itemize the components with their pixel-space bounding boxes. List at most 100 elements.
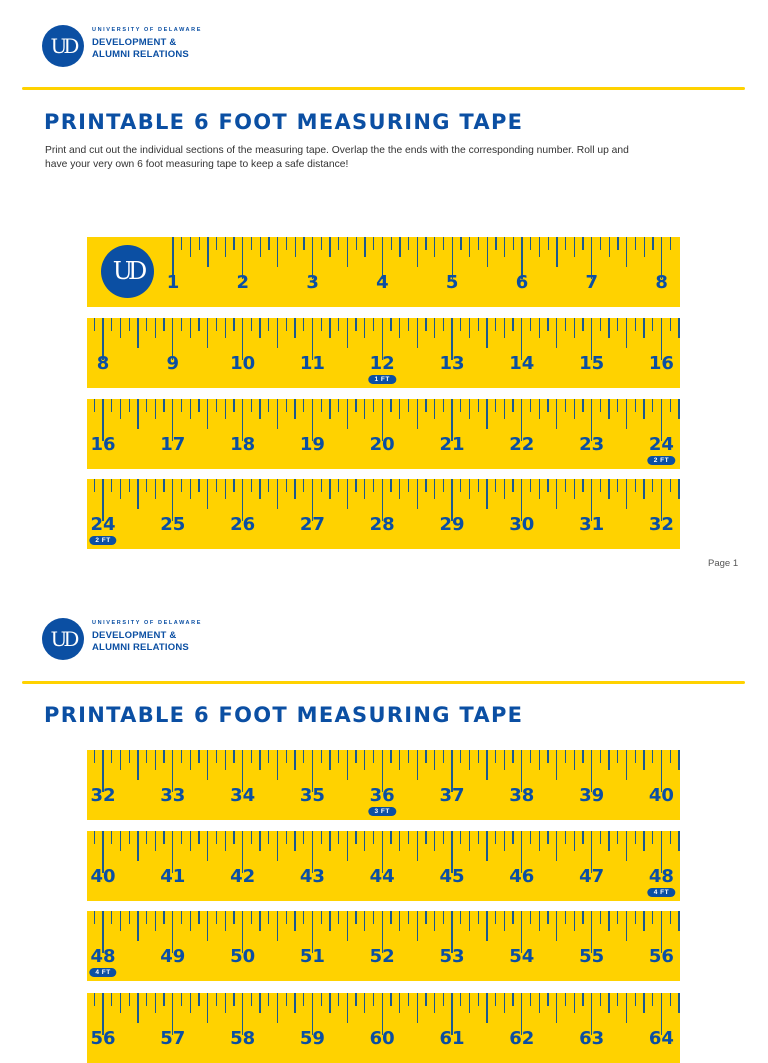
tick-mark xyxy=(128,993,130,1006)
tick-mark xyxy=(617,750,619,763)
tick-mark xyxy=(137,399,139,429)
tick-mark xyxy=(311,399,314,441)
tick-mark xyxy=(573,237,576,257)
tick-mark xyxy=(468,318,471,338)
tick-mark xyxy=(268,750,270,763)
tick-mark xyxy=(486,993,488,1023)
tick-mark xyxy=(433,750,436,770)
tick-mark xyxy=(373,237,375,250)
tick-mark xyxy=(660,399,663,441)
tick-mark xyxy=(564,479,567,492)
inch-label: 43 xyxy=(299,866,325,887)
tick-mark xyxy=(294,479,296,499)
tick-mark xyxy=(137,911,139,941)
instructions-text: Print and cut out the individual section… xyxy=(45,145,629,170)
tick-mark xyxy=(460,993,462,1006)
tick-mark xyxy=(119,399,122,419)
tick-mark xyxy=(337,831,340,844)
inch-label: 32 xyxy=(648,514,674,535)
tick-mark xyxy=(172,993,174,1035)
tick-mark xyxy=(416,831,418,861)
tick-mark xyxy=(442,399,444,412)
tape-section-24-32: 24 25 26 27 28 29 30 31 32 2 FT xyxy=(87,479,680,549)
inch-label: 55 xyxy=(579,946,605,967)
tick-mark xyxy=(172,479,174,521)
tick-mark xyxy=(556,318,558,348)
page-title: PRINTABLE 6 FOOT MEASURING TAPE xyxy=(44,703,524,727)
tick-mark xyxy=(276,831,279,861)
tick-mark xyxy=(495,237,497,250)
tick-mark xyxy=(556,993,558,1023)
inch-label: 42 xyxy=(230,866,256,887)
tick-mark xyxy=(582,993,584,1006)
tick-mark xyxy=(303,399,305,412)
tick-mark xyxy=(268,831,270,844)
tick-mark xyxy=(381,993,383,1035)
tick-mark xyxy=(652,479,654,492)
inch-label: 58 xyxy=(230,1028,256,1049)
tick-mark xyxy=(433,399,436,419)
tick-mark xyxy=(678,479,680,499)
tick-mark xyxy=(669,993,671,1006)
inch-label: 50 xyxy=(230,946,256,967)
tick-mark xyxy=(154,911,157,931)
tick-mark xyxy=(390,831,392,844)
tick-mark xyxy=(259,318,261,338)
inch-label: 23 xyxy=(579,434,605,455)
tick-mark xyxy=(434,237,436,257)
tick-mark xyxy=(198,237,200,250)
tick-mark xyxy=(608,831,610,851)
tick-mark xyxy=(547,479,549,492)
logo-university: UNIVERSITY OF DELAWARE xyxy=(92,27,202,33)
tick-mark xyxy=(294,399,296,419)
tick-mark xyxy=(172,318,174,360)
foot-marker-badge: 3 FT xyxy=(368,807,396,816)
tick-mark xyxy=(294,750,296,770)
tick-mark xyxy=(564,399,567,412)
inch-label: 4 xyxy=(376,272,389,293)
tick-mark xyxy=(146,479,148,492)
tick-mark xyxy=(180,831,183,844)
tick-mark xyxy=(119,831,122,851)
tick-mark xyxy=(460,750,462,763)
tick-mark xyxy=(643,993,645,1013)
tick-mark xyxy=(137,479,139,509)
tick-mark xyxy=(538,750,540,770)
tick-mark xyxy=(512,750,514,763)
tick-mark xyxy=(311,831,314,873)
tick-mark xyxy=(390,750,392,763)
tape-section-0-8: UD 1 2 3 4 5 6 7 8 xyxy=(87,237,680,307)
tick-mark xyxy=(154,479,157,499)
tick-mark xyxy=(625,993,628,1023)
tick-mark xyxy=(617,318,619,331)
tick-mark xyxy=(591,479,593,521)
tick-mark xyxy=(451,750,453,792)
tick-mark xyxy=(93,479,95,492)
tick-mark xyxy=(172,399,174,441)
tick-mark xyxy=(224,911,226,931)
tick-mark xyxy=(643,318,645,338)
tick-mark xyxy=(154,750,157,770)
tick-mark xyxy=(512,831,514,844)
tick-mark xyxy=(521,237,523,279)
tick-mark xyxy=(285,750,287,763)
tick-mark xyxy=(495,831,497,844)
tick-mark xyxy=(652,750,654,763)
tick-mark xyxy=(416,318,418,348)
tick-mark xyxy=(189,479,191,499)
tick-mark xyxy=(268,399,270,412)
tick-mark xyxy=(538,237,541,257)
tick-mark xyxy=(433,318,436,338)
tick-mark xyxy=(154,399,157,419)
tick-mark xyxy=(521,318,523,360)
inch-label: 26 xyxy=(230,514,256,535)
tick-mark xyxy=(495,750,497,763)
tick-mark xyxy=(146,911,148,924)
tick-mark xyxy=(128,479,130,492)
tick-mark xyxy=(102,993,104,1035)
tick-mark xyxy=(233,237,235,250)
tick-mark xyxy=(416,237,418,267)
tick-mark xyxy=(582,237,584,250)
tick-mark xyxy=(320,479,322,492)
tick-mark xyxy=(564,993,567,1006)
